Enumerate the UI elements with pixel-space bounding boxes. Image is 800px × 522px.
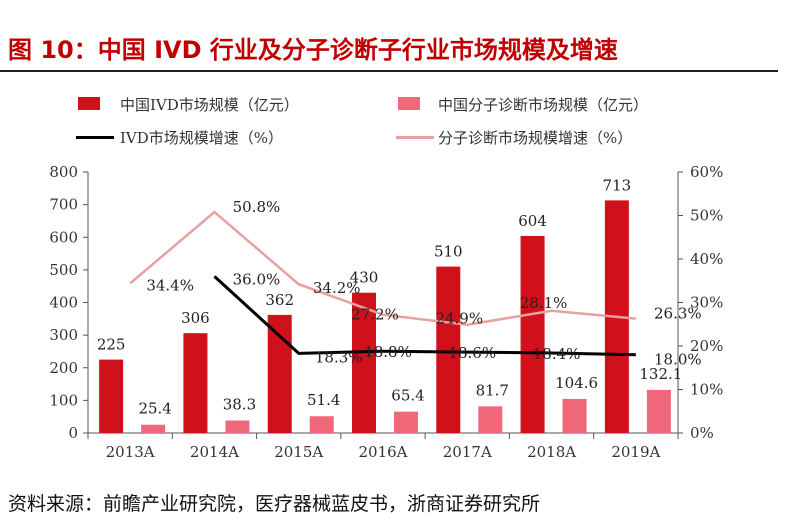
data-label-md-market-size: 38.3 (223, 396, 256, 414)
bar-md-market-size (478, 406, 503, 433)
data-label-md-market-size: 81.7 (476, 381, 509, 399)
left-tick-label: 700 (49, 196, 78, 214)
x-tick-label: 2017A (443, 443, 492, 461)
data-label-md-growth: 50.8% (233, 198, 281, 216)
bar-ivd-market-size (352, 292, 376, 433)
data-label-ivd-growth: 18.8% (364, 343, 412, 361)
data-label-ivd-growth: 18.4% (533, 345, 581, 363)
data-label-md-growth: 28.1% (520, 294, 568, 312)
data-label-ivd-market-size: 713 (603, 176, 632, 194)
data-label-ivd-growth: 18.0% (654, 351, 702, 369)
data-label-ivd-market-size: 306 (181, 309, 210, 327)
bar-ivd-market-size (436, 266, 461, 433)
right-tick-label: 60% (690, 163, 723, 181)
bar-md-market-size (562, 398, 587, 433)
data-label-ivd-growth: 36.0% (233, 270, 281, 288)
data-label-ivd-growth: 18.6% (448, 344, 496, 362)
left-tick-label: 600 (49, 228, 78, 246)
x-tick-label: 2016A (358, 443, 407, 461)
x-tick-label: 2013A (106, 443, 155, 461)
legend-label-md-line: 分子诊断市场规模增速（%） (438, 129, 633, 147)
legend-swatch-ivd-bar (78, 97, 100, 110)
data-label-ivd-market-size: 510 (434, 243, 463, 261)
right-tick-label: 50% (690, 207, 723, 225)
data-label-md-market-size: 132.1 (639, 365, 682, 383)
line-md-growth (129, 210, 636, 326)
x-tick-label: 2019A (611, 443, 660, 461)
legend-label-md-bar: 中国分子诊断市场规模（亿元） (438, 96, 649, 114)
left-tick-label: 100 (49, 391, 78, 409)
legend-swatch-md-bar (398, 97, 420, 110)
left-tick-label: 500 (49, 261, 78, 279)
bar-md-market-size (225, 420, 250, 433)
legend-swatch-ivd-line (76, 136, 114, 139)
bar-md-market-size (309, 416, 334, 433)
right-tick-label: 10% (690, 381, 723, 399)
bar-md-market-size (141, 424, 166, 433)
bar-ivd-market-size (267, 314, 292, 433)
left-tick-label: 300 (49, 326, 78, 344)
data-label-md-market-size: 25.4 (138, 400, 171, 418)
data-label-md-growth: 34.4% (146, 276, 194, 294)
title-divider (0, 70, 778, 72)
data-label-md-market-size: 65.4 (391, 387, 424, 405)
right-tick-label: 30% (690, 294, 723, 312)
legend-label-ivd-line: IVD市场规模增速（%） (120, 129, 284, 147)
data-label-md-growth: 27.2% (351, 306, 399, 324)
left-tick-label: 200 (49, 359, 78, 377)
x-tick-label: 2015A (274, 443, 323, 461)
data-label-ivd-market-size: 430 (350, 269, 379, 287)
data-label-ivd-market-size: 362 (265, 291, 294, 309)
data-label-ivd-market-size: 225 (97, 336, 126, 354)
legend-swatch-md-line (396, 136, 434, 139)
source-note: 资料来源：前瞻产业研究院，医疗器械蓝皮书，浙商证券研究所 (8, 493, 541, 515)
data-label-md-market-size: 51.4 (307, 391, 340, 409)
legend-label-ivd-bar: 中国IVD市场规模（亿元） (120, 96, 299, 114)
data-label-md-market-size: 104.6 (555, 374, 598, 392)
data-label-md-growth: 26.3% (654, 305, 702, 323)
data-label-md-growth: 34.2% (313, 279, 361, 297)
line-ivd-growth (213, 275, 636, 357)
data-label-ivd-growth: 18.3% (315, 348, 363, 366)
left-tick-label: 0 (68, 424, 78, 442)
bar-ivd-market-size (183, 333, 208, 433)
left-tick-label: 800 (49, 163, 78, 181)
left-tick-label: 400 (49, 294, 78, 312)
bar-md-market-size (394, 411, 418, 433)
x-tick-label: 2018A (527, 443, 576, 461)
right-tick-label: 40% (690, 250, 723, 268)
bar-ivd-market-size (99, 359, 124, 433)
x-tick-label: 2014A (190, 443, 239, 461)
data-label-ivd-market-size: 604 (518, 212, 547, 230)
bar-md-market-size (646, 389, 671, 433)
right-tick-label: 20% (690, 337, 723, 355)
right-tick-label: 0% (690, 424, 714, 442)
bar-ivd-market-size (520, 235, 545, 433)
figure-title: 图 10：中国 IVD 行业及分子诊断子行业市场规模及增速 (8, 36, 618, 64)
data-label-md-growth: 24.9% (435, 310, 483, 328)
